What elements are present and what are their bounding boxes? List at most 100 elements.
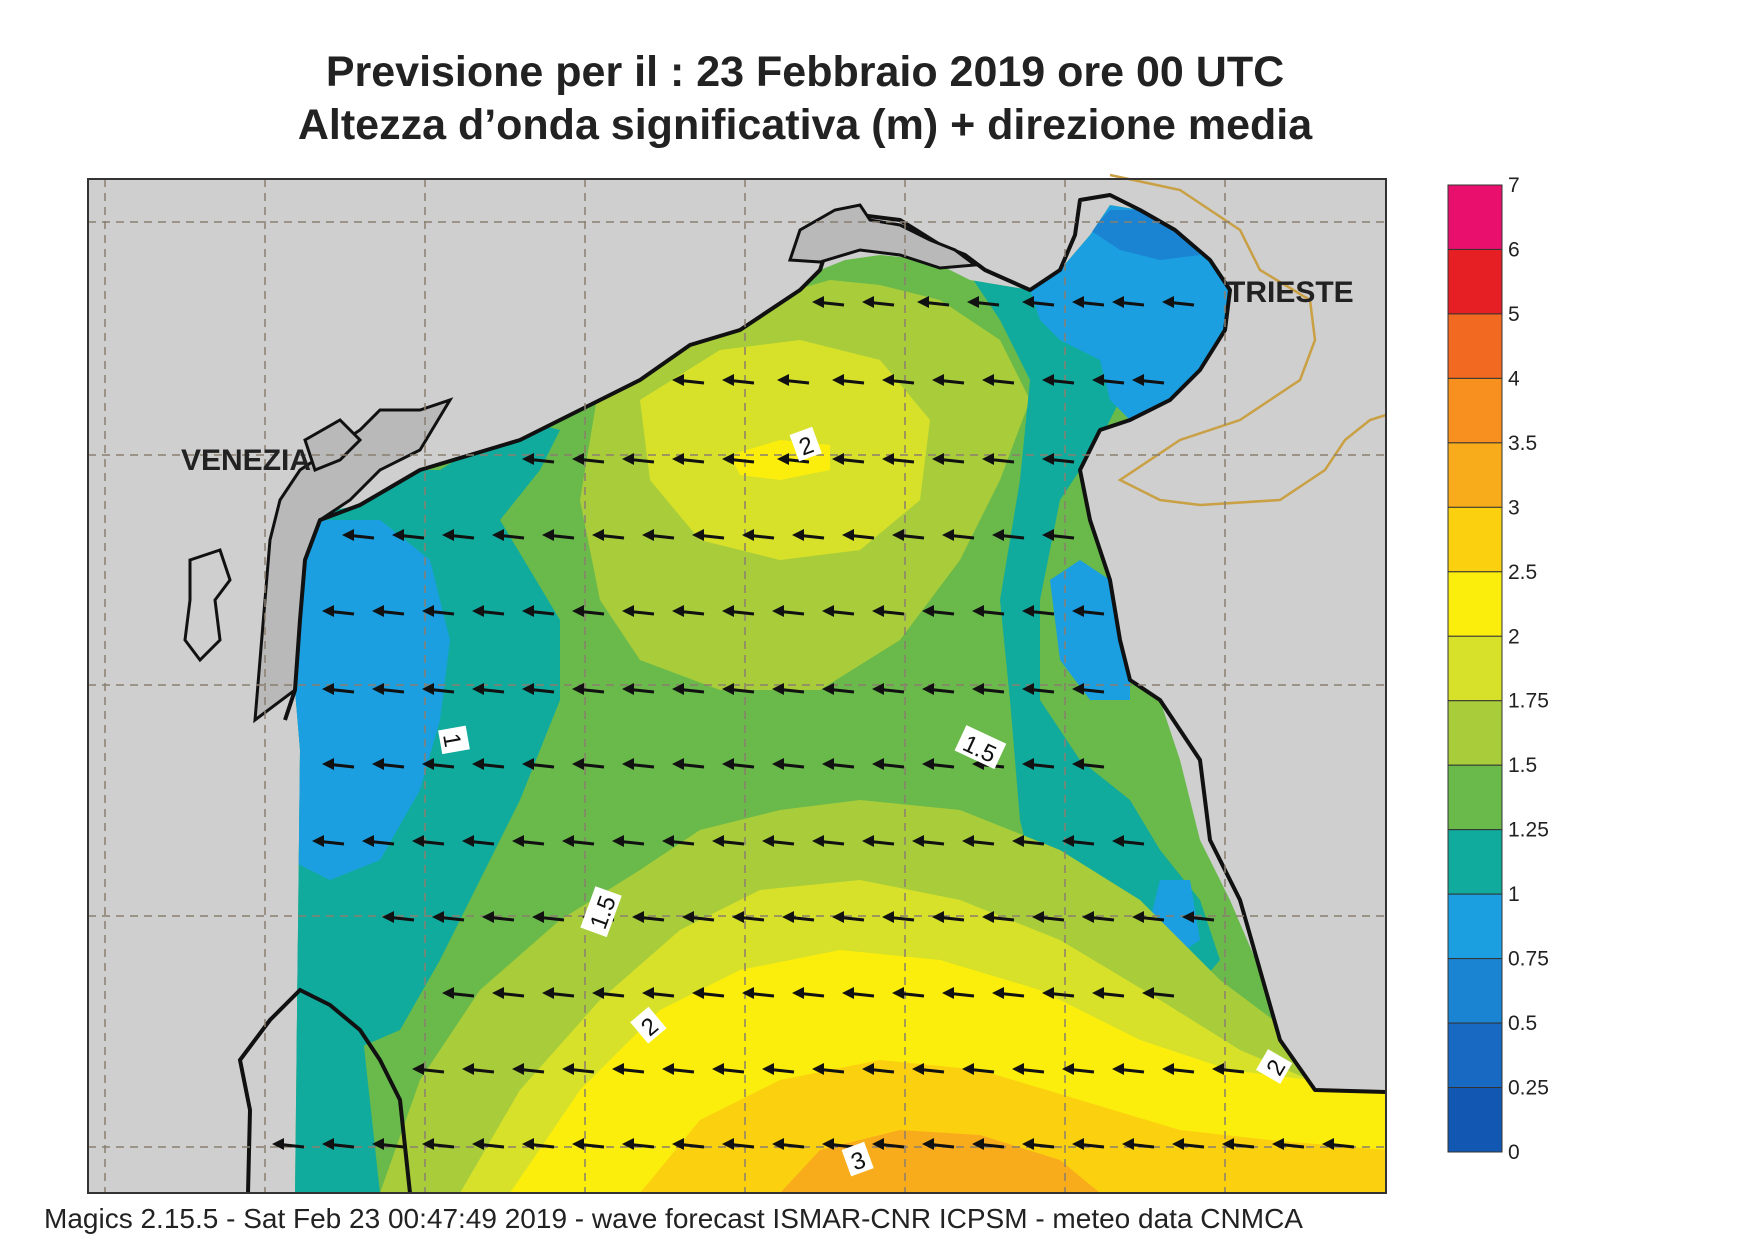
wave-arrow xyxy=(1022,605,1055,617)
wave-arrow xyxy=(872,683,905,695)
wave-arrow xyxy=(712,1063,745,1075)
wave-arrow xyxy=(622,605,655,617)
legend-label: 0.5 xyxy=(1508,1012,1537,1035)
wave-arrow xyxy=(1012,835,1045,847)
map-title: Previsione per il : 23 Febbraio 2019 ore… xyxy=(325,48,1285,96)
wave-arrow xyxy=(722,605,755,617)
national-border xyxy=(1109,173,1387,507)
wave-arrow xyxy=(322,683,355,695)
color-legend: 7 6 5 4 3.5 3 2.5 2 1.75 1.5 1.25 1 0.75 0.5 0.25 0 xyxy=(1447,174,1549,1164)
wave-arrow xyxy=(792,529,825,541)
wave-arrow xyxy=(1162,296,1195,308)
wave-arrow xyxy=(917,296,950,308)
wave-arrow xyxy=(1072,1138,1105,1150)
legend-label: 6 xyxy=(1508,238,1520,261)
legend-label: 1 xyxy=(1508,883,1520,906)
wave-arrow xyxy=(777,374,810,386)
wave-arrow xyxy=(722,758,755,770)
wave-arrow xyxy=(972,683,1005,695)
wave-arrow xyxy=(1022,683,1055,695)
wave-arrow xyxy=(742,529,775,541)
wave-arrow xyxy=(522,453,555,465)
wave-arrow xyxy=(522,683,555,695)
wave-arrow xyxy=(622,453,655,465)
wave-arrow xyxy=(572,683,605,695)
wave-arrow xyxy=(732,911,765,923)
wave-arrow xyxy=(772,1138,805,1150)
wave-arrow xyxy=(1022,296,1055,308)
wave-arrow xyxy=(1062,1063,1095,1075)
legend-label: 1.25 xyxy=(1508,819,1549,842)
wave-arrow xyxy=(1072,758,1105,770)
wave-arrow xyxy=(1022,1138,1055,1150)
wave-arrow xyxy=(942,529,975,541)
coastline-north-peninsula xyxy=(787,203,980,270)
wave-arrow xyxy=(372,1138,405,1150)
wave-arrow xyxy=(412,835,445,847)
wave-arrow xyxy=(1112,296,1145,308)
wave-arrow xyxy=(422,1138,455,1150)
legend-swatch xyxy=(1447,506,1503,573)
wave-arrow xyxy=(862,1063,895,1075)
wave-arrow xyxy=(932,453,965,465)
wave-arrow xyxy=(612,1063,645,1075)
wave-arrow xyxy=(722,683,755,695)
legend-label: 4 xyxy=(1508,367,1520,390)
wave-arrow xyxy=(812,1063,845,1075)
wave-arrow xyxy=(342,529,375,541)
wave-arrow xyxy=(1092,374,1125,386)
wave-arrow xyxy=(672,605,705,617)
venice-lagoon xyxy=(183,397,454,724)
wave-arrow xyxy=(412,1063,445,1075)
wave-arrow xyxy=(1062,835,1095,847)
wave-arrow xyxy=(692,529,725,541)
legend-swatch xyxy=(1447,958,1503,1024)
wave-arrow xyxy=(1172,1138,1205,1150)
legend-label: 7 xyxy=(1508,174,1520,197)
wave-arrow xyxy=(992,987,1025,999)
wave-arrow xyxy=(472,758,505,770)
wave-arrow xyxy=(392,529,425,541)
wave-arrow xyxy=(932,911,965,923)
wave-arrow xyxy=(1132,911,1165,923)
wave-arrow xyxy=(322,758,355,770)
wave-arrow xyxy=(662,835,695,847)
wave-arrow xyxy=(522,605,555,617)
legend-swatch xyxy=(1447,313,1503,379)
wave-arrow xyxy=(822,605,855,617)
legend-swatch xyxy=(1447,442,1503,508)
wave-arrow xyxy=(1222,1138,1255,1150)
wave-arrow xyxy=(1212,1063,1245,1075)
wave-direction-arrows xyxy=(272,296,1355,1150)
wave-arrow xyxy=(622,683,655,695)
wave-arrow xyxy=(1272,1138,1305,1150)
legend-label: 1.5 xyxy=(1508,754,1537,777)
wave-arrow xyxy=(672,683,705,695)
legend-swatch xyxy=(1447,893,1503,960)
wave-arrow xyxy=(492,529,525,541)
wave-arrow xyxy=(682,911,715,923)
wave-arrow xyxy=(642,529,675,541)
wave-arrow xyxy=(622,758,655,770)
wave-arrow xyxy=(892,987,925,999)
wave-arrow xyxy=(972,1138,1005,1150)
wave-arrow xyxy=(542,987,575,999)
wave-arrow xyxy=(542,529,575,541)
legend-swatch xyxy=(1447,829,1503,895)
wave-arrow xyxy=(692,987,725,999)
wave-arrow xyxy=(962,1063,995,1075)
wave-arrow xyxy=(882,374,915,386)
wave-arrow xyxy=(1182,911,1215,923)
wave-arrow xyxy=(722,1138,755,1150)
wave-arrow xyxy=(272,1138,305,1150)
footer-credits: Magics 2.15.5 - Sat Feb 23 00:47:49 2019… xyxy=(44,1203,1303,1234)
coastline-southwest xyxy=(237,987,412,1194)
wave-arrow xyxy=(862,835,895,847)
wave-arrow xyxy=(1012,1063,1045,1075)
wave-arrow xyxy=(312,835,345,847)
wave-arrow xyxy=(572,453,605,465)
wave-arrow xyxy=(1322,1138,1355,1150)
wave-arrow xyxy=(372,605,405,617)
wave-arrow xyxy=(872,1138,905,1150)
